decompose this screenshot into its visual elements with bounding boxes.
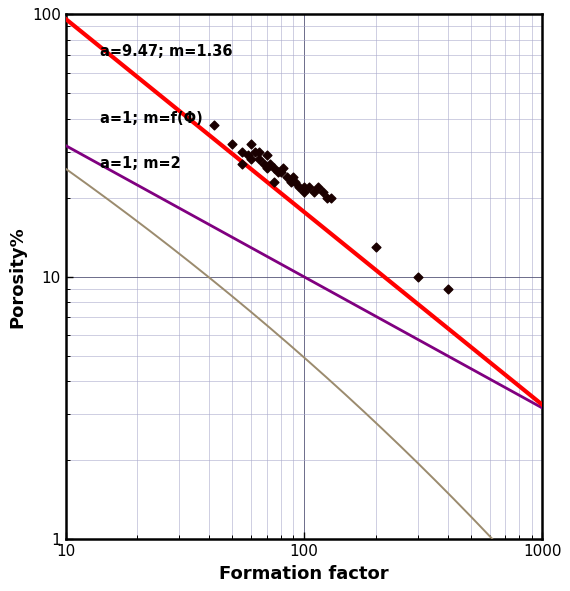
- Point: [274, 168, 283, 177]
- Point: [263, 163, 272, 173]
- Y-axis label: Porosity%: Porosity%: [9, 226, 26, 327]
- Point: [276, 168, 286, 177]
- Point: [314, 182, 323, 191]
- Point: [250, 147, 259, 156]
- Point: [227, 139, 237, 149]
- Point: [286, 177, 295, 187]
- Point: [238, 159, 247, 168]
- Point: [238, 147, 247, 156]
- Point: [255, 155, 264, 164]
- Point: [299, 187, 308, 197]
- Point: [270, 163, 279, 173]
- Point: [318, 187, 327, 197]
- Point: [266, 159, 275, 168]
- Point: [247, 139, 256, 149]
- Point: [327, 193, 336, 203]
- Text: a=9.47; m=1.36: a=9.47; m=1.36: [100, 44, 233, 59]
- Point: [288, 172, 298, 181]
- Point: [294, 182, 303, 191]
- Point: [291, 177, 300, 187]
- X-axis label: Formation factor: Formation factor: [219, 564, 389, 583]
- Point: [263, 151, 272, 160]
- Point: [371, 242, 380, 252]
- Point: [283, 172, 292, 181]
- Point: [304, 182, 314, 191]
- Point: [323, 193, 332, 203]
- Point: [259, 159, 268, 168]
- Point: [413, 272, 422, 281]
- Point: [270, 177, 279, 187]
- Text: a=1; m=f(Φ): a=1; m=f(Φ): [100, 111, 203, 126]
- Point: [310, 187, 319, 197]
- Point: [443, 284, 452, 294]
- Point: [255, 147, 264, 156]
- Text: a=1; m=2: a=1; m=2: [100, 156, 181, 171]
- Point: [243, 151, 252, 160]
- Point: [299, 182, 308, 191]
- Point: [210, 120, 219, 129]
- Point: [279, 163, 288, 173]
- Point: [247, 155, 256, 164]
